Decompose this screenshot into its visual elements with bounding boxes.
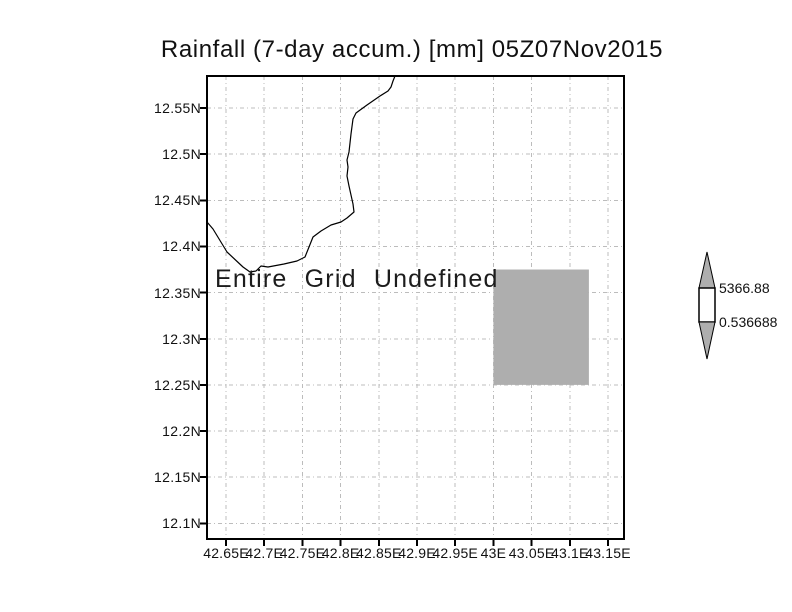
undefined-grid-cell [493,269,589,385]
chart-title: Rainfall (7-day accum.) [mm] 05Z07Nov201… [160,36,664,63]
y-tick-label: 12.3N [162,330,201,347]
x-tick-label: 43E [480,545,507,561]
x-tick-label: 43.15E [585,545,631,561]
x-tick-label: 42.65E [203,545,249,561]
y-tick-label: 12.5N [162,146,201,163]
plot-frame [205,74,626,541]
colorbar-up-arrow [698,251,716,289]
colorbar-cell [698,287,716,323]
x-tick-label: 42.85E [356,545,402,561]
y-tick-label: 12.55N [154,100,201,116]
undefined-annotation: Entire Grid Undefined [215,265,499,293]
x-tick-label: 42.7E [245,545,283,561]
colorbar-min-label: 0.536688 [719,314,778,330]
x-tick-label: 42.8E [321,545,360,561]
y-tick-label: 12.1N [162,515,201,532]
x-tick-label: 43.05E [508,545,555,561]
x-tick-label: 42.9E [398,545,436,561]
y-tick-label: 12.35N [154,284,201,301]
x-tick-label: 42.75E [279,545,326,561]
coastline-path [206,75,396,273]
y-tick-label: 12.25N [154,376,201,393]
colorbar-max-label: 5366.88 [719,280,770,296]
y-tick-label: 12.45N [154,192,201,209]
y-tick-label: 12.2N [162,423,201,440]
colorbar-down-arrow [698,321,716,360]
x-tick-label: 42.95E [432,545,478,561]
y-tick-label: 12.4N [162,238,201,255]
x-tick-label: 43.1E [551,545,589,561]
y-tick-label: 12.15N [154,469,201,486]
